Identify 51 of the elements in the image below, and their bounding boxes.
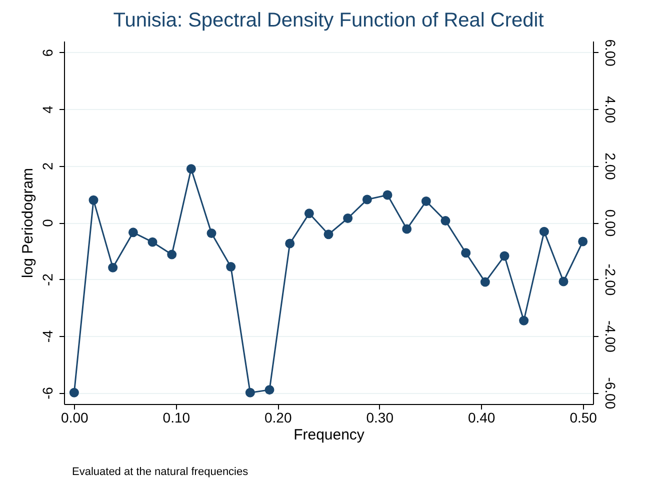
y-tick-label: 4 [40,105,56,114]
point [264,385,274,395]
point [362,194,372,204]
y2-tick-label: 6.00 [602,39,618,67]
point [285,238,295,248]
point [539,226,549,236]
y-axis-title: log Periodogram [20,168,36,278]
point [558,276,568,286]
point [343,214,353,223]
point [148,237,158,247]
point [88,195,98,205]
point [304,208,314,218]
point [500,251,510,261]
y-tick-label: 2 [40,162,56,170]
x-tick-label: 0.20 [264,410,292,426]
y-tick-label: -2 [40,273,56,286]
point [226,262,236,272]
point [324,230,334,240]
y2-tick-label: 2.00 [602,152,618,180]
point [186,164,196,174]
y-tick-label: 6 [40,48,56,57]
point [519,316,529,326]
chart-title: Tunisia: Spectral Density Function of Real Credit [113,10,544,32]
y2-tick-label: 4.00 [602,96,618,124]
point [108,262,118,272]
x-tick-label: 0.10 [162,410,190,426]
point [69,388,79,398]
x-axis-title: Frequency [294,426,365,444]
point [578,236,588,246]
y2-tick-label: -2.00 [602,264,618,296]
y-tick-label: -6 [40,386,56,400]
point [440,216,450,226]
point [461,248,471,258]
x-tick-label: 0.40 [468,410,496,426]
x-tick-label: 0.50 [570,410,598,426]
point [480,277,490,287]
y2-tick-label: 0.00 [602,209,618,237]
y2-tick-label: -6.00 [602,377,618,410]
y2-tick-label: -4.00 [602,320,618,353]
point [421,196,431,206]
point [402,224,412,234]
point [167,250,177,260]
point [206,228,216,238]
point [382,190,392,200]
point [128,228,138,238]
y-tick-label: 0 [40,218,56,227]
point [245,388,255,398]
y-tick-label: -4 [40,330,56,343]
x-tick-label: 0.30 [366,410,394,426]
x-tick-label: 0.00 [61,410,89,426]
text: Evaluated at the natural frequencies [72,466,248,478]
